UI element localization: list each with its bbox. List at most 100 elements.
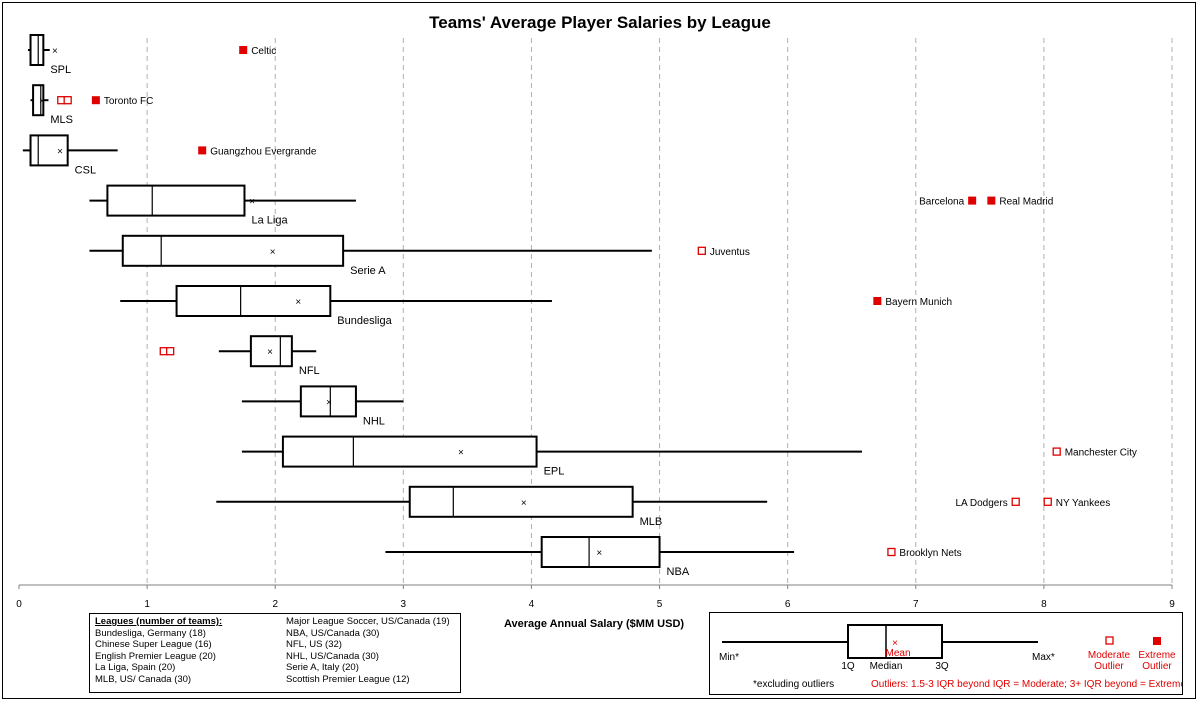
legend-outliers-desc: 1.5-3 IQR beyond IQR = Moderate; 3+ IQR … xyxy=(908,679,1182,690)
legend-max-label: Max* xyxy=(1032,652,1055,663)
x-tick-label: 0 xyxy=(16,599,22,610)
mean-marker: × xyxy=(295,297,301,308)
moderate-outlier xyxy=(63,96,72,105)
legend-extreme-marker xyxy=(1153,637,1161,645)
league-entry: Bundesliga, Germany (18) xyxy=(95,627,206,639)
extreme-outlier xyxy=(873,297,882,305)
legend-box: × Min* Max* 1Q Median 3Q Mean Moderate O… xyxy=(709,612,1186,695)
league-entry: NHL, US/Canada (30) xyxy=(286,650,379,662)
leagues-col-2: Major League Soccer, US/Canada (19) NBA,… xyxy=(286,616,450,685)
mean-marker: × xyxy=(57,146,63,157)
legend-box-shape xyxy=(847,624,943,659)
outlier-label: Bayern Munich xyxy=(885,297,952,308)
league-label: MLS xyxy=(50,114,73,126)
x-tick-label: 5 xyxy=(657,599,663,610)
league-label: MLB xyxy=(640,516,663,528)
outlier-label: NY Yankees xyxy=(1056,498,1110,509)
outlier-label: Juventus xyxy=(710,247,750,258)
league-label: Bundesliga xyxy=(337,315,392,327)
series-layer: × SPL Celtic × MLS Toronto FC × CSL Guangzhou Ev… xyxy=(22,34,1137,578)
outlier-label: Toronto FC xyxy=(104,96,153,107)
x-tick-label: 1 xyxy=(144,599,150,610)
iqr-box xyxy=(540,536,661,568)
iqr-box xyxy=(106,184,246,217)
league-label: NFL xyxy=(299,365,320,377)
extreme-outlier xyxy=(239,46,248,54)
league-entry: English Premier League (20) xyxy=(95,650,216,662)
mean-marker: × xyxy=(52,46,58,57)
series-spl: × SPL Celtic xyxy=(27,34,276,76)
moderate-outlier xyxy=(1043,497,1052,506)
iqr-box xyxy=(281,435,538,468)
league-label: NBA xyxy=(667,566,690,578)
chart-title: Teams' Average Player Salaries by League xyxy=(429,13,771,32)
outlier-label: Guangzhou Evergrande xyxy=(210,146,317,157)
series-nhl: × NHL xyxy=(241,385,404,427)
series-la-liga: × La Liga Barcelona Real Madrid xyxy=(89,184,1053,227)
mean-marker: × xyxy=(326,397,332,408)
legend-min-label: Min* xyxy=(719,652,739,663)
moderate-outlier xyxy=(1011,497,1020,506)
series-bundesliga: × Bundesliga Bayern Munich xyxy=(120,285,952,327)
league-label: EPL xyxy=(544,466,565,478)
mean-marker: × xyxy=(458,448,464,459)
outlier-label: Brooklyn Nets xyxy=(899,548,961,559)
iqr-box xyxy=(29,134,69,167)
moderate-outlier xyxy=(1052,447,1061,456)
leagues-heading: Leagues (number of teams): xyxy=(95,616,223,627)
x-axis: 0 1 2 3 4 5 6 7 8 9 xyxy=(16,584,1175,610)
mean-marker: × xyxy=(596,548,602,559)
league-entry: Major League Soccer, US/Canada (19) xyxy=(286,616,450,627)
moderate-outlier xyxy=(697,246,706,255)
iqr-box xyxy=(29,34,45,66)
series-mls: × MLS Toronto FC xyxy=(30,84,153,126)
x-tick-label: 4 xyxy=(529,599,535,610)
x-tick-label: 9 xyxy=(1169,599,1175,610)
x-axis-label: Average Annual Salary ($MM USD) xyxy=(504,618,684,630)
legend-moderate-marker xyxy=(1105,636,1114,645)
mean-marker: × xyxy=(270,247,276,258)
extreme-outlier xyxy=(987,196,996,205)
legend-outliers-label: Outliers: xyxy=(871,679,908,690)
outlier-label: LA Dodgers xyxy=(955,498,1007,509)
iqr-box xyxy=(121,234,345,267)
x-tick-label: 2 xyxy=(272,599,278,610)
mean-marker: × xyxy=(267,347,273,358)
x-tick-label: 3 xyxy=(401,599,407,610)
series-nba: × NBA Brooklyn Nets xyxy=(385,536,962,578)
legend-q1-label: 1Q xyxy=(841,661,855,672)
legend-extreme-label-2: Outlier xyxy=(1142,661,1172,672)
x-tick-label: 8 xyxy=(1041,599,1047,610)
legend-svg: × Min* Max* 1Q Median 3Q Mean Moderate O… xyxy=(719,624,1186,690)
league-entry: NBA, US/Canada (30) xyxy=(286,627,380,639)
legend-footnote: *excluding outliers xyxy=(753,679,834,690)
league-label: Serie A xyxy=(350,265,386,277)
league-entry: La Liga, Spain (20) xyxy=(95,662,176,673)
extreme-outlier xyxy=(91,96,100,105)
series-nfl: × NFL xyxy=(159,335,320,377)
legend-mean-label: Mean xyxy=(885,648,910,659)
mean-marker: × xyxy=(521,498,527,509)
league-entry: Serie A, Italy (20) xyxy=(286,662,359,673)
leagues-box: Leagues (number of teams): Bundesliga, G… xyxy=(89,613,461,693)
iqr-box xyxy=(299,385,357,418)
moderate-outlier xyxy=(887,547,896,557)
legend-moderate-label-1: Moderate xyxy=(1088,650,1131,661)
x-tick-label: 7 xyxy=(913,599,919,610)
iqr-box xyxy=(32,84,45,117)
league-entry: Scottish Premier League (12) xyxy=(286,673,410,685)
legend-q3-label: 3Q xyxy=(935,661,949,672)
legend-moderate-label-2: Outlier xyxy=(1094,661,1124,672)
iqr-box xyxy=(249,335,293,368)
legend-outliers-text: Outliers: 1.5-3 IQR beyond IQR = Moderat… xyxy=(871,679,1182,690)
league-entry: Chinese Super League (16) xyxy=(95,639,212,650)
legend-extreme-label-1: Extreme xyxy=(1138,650,1176,661)
outlier-label: Celtic xyxy=(251,46,276,57)
league-entry: MLB, US/ Canada (30) xyxy=(95,673,192,685)
series-serie-a: × Serie A Juventus xyxy=(89,234,750,277)
series-mlb: × MLB LA Dodgers NY Yankees xyxy=(216,485,1110,528)
mean-marker: × xyxy=(39,96,45,107)
league-label: NHL xyxy=(363,415,385,427)
